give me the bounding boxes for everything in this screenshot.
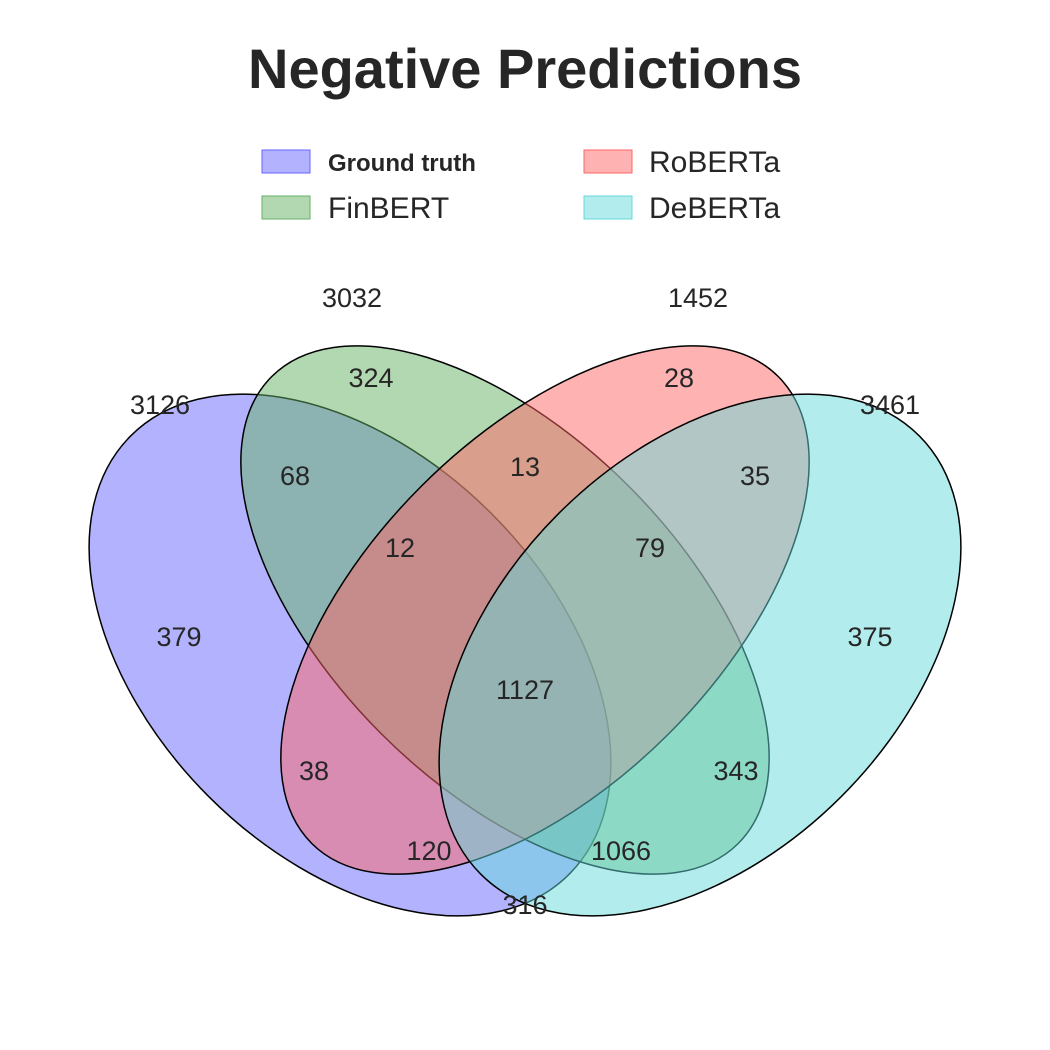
region-ground-truth-finbert-roberta: 12 bbox=[385, 533, 415, 563]
legend-label-roberta: RoBERTa bbox=[649, 146, 780, 179]
legend: Ground truth RoBERTa FinBERT DeBERTa bbox=[261, 146, 780, 225]
region-ground-truth-finbert-deberta: 1066 bbox=[591, 836, 651, 866]
set-total-deberta: 3461 bbox=[860, 390, 920, 420]
region-roberta-only: 28 bbox=[664, 363, 694, 393]
region-ground-truth-roberta-deberta: 120 bbox=[406, 836, 451, 866]
set-total-roberta: 1452 bbox=[668, 283, 728, 313]
region-ground-truth-only: 379 bbox=[156, 622, 201, 652]
region-finbert-only: 324 bbox=[348, 363, 393, 393]
region-ground-truth-roberta: 38 bbox=[299, 756, 329, 786]
region-roberta-deberta: 35 bbox=[740, 461, 770, 491]
region-finbert-roberta-deberta: 79 bbox=[635, 533, 665, 563]
region-counts: 379 324 28 375 68 13 35 12 79 1127 38 34… bbox=[156, 363, 892, 920]
set-ellipses bbox=[88, 345, 962, 917]
legend-label-finbert: FinBERT bbox=[328, 192, 449, 225]
region-all-four: 1127 bbox=[496, 675, 554, 705]
set-total-finbert: 3032 bbox=[322, 283, 382, 313]
legend-item-finbert: FinBERT bbox=[261, 192, 449, 225]
set-total-ground-truth: 3126 bbox=[130, 390, 190, 420]
region-ground-truth-deberta: 316 bbox=[502, 890, 547, 920]
set-totals: 3126 3032 1452 3461 bbox=[130, 283, 920, 420]
diagram-title: Negative Predictions bbox=[248, 37, 802, 100]
legend-label-ground-truth: Ground truth bbox=[328, 150, 476, 177]
region-finbert-roberta: 13 bbox=[510, 452, 540, 482]
region-ground-truth-finbert: 68 bbox=[280, 461, 310, 491]
legend-swatch-finbert bbox=[261, 195, 311, 220]
region-deberta-only: 375 bbox=[847, 622, 892, 652]
region-finbert-deberta: 343 bbox=[713, 756, 758, 786]
legend-item-roberta: RoBERTa bbox=[583, 146, 780, 179]
legend-swatch-ground-truth bbox=[261, 149, 311, 174]
legend-item-deberta: DeBERTa bbox=[583, 192, 780, 225]
ellipse-deberta bbox=[438, 393, 962, 917]
legend-swatch-deberta bbox=[583, 195, 633, 220]
legend-swatch-roberta bbox=[583, 149, 633, 174]
legend-item-ground-truth: Ground truth bbox=[261, 149, 476, 177]
legend-label-deberta: DeBERTa bbox=[649, 192, 780, 225]
